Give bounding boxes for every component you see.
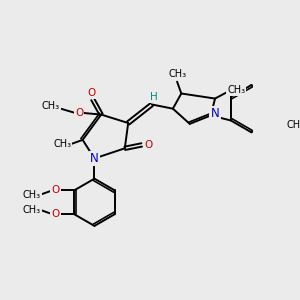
Text: N: N bbox=[90, 152, 99, 165]
Text: O: O bbox=[75, 108, 83, 118]
Text: CH₃: CH₃ bbox=[41, 101, 60, 111]
Text: CH₃: CH₃ bbox=[23, 205, 41, 215]
Text: H: H bbox=[150, 92, 158, 102]
Text: CH₃: CH₃ bbox=[53, 139, 71, 149]
Text: O: O bbox=[87, 88, 95, 98]
Text: CH₃: CH₃ bbox=[168, 69, 186, 79]
Text: O: O bbox=[51, 209, 60, 219]
Text: O: O bbox=[51, 185, 60, 196]
Text: O: O bbox=[144, 140, 152, 150]
Text: CH₃: CH₃ bbox=[286, 120, 300, 130]
Text: N: N bbox=[211, 107, 219, 120]
Text: CH₃: CH₃ bbox=[23, 190, 41, 200]
Text: CH₃: CH₃ bbox=[227, 85, 245, 95]
